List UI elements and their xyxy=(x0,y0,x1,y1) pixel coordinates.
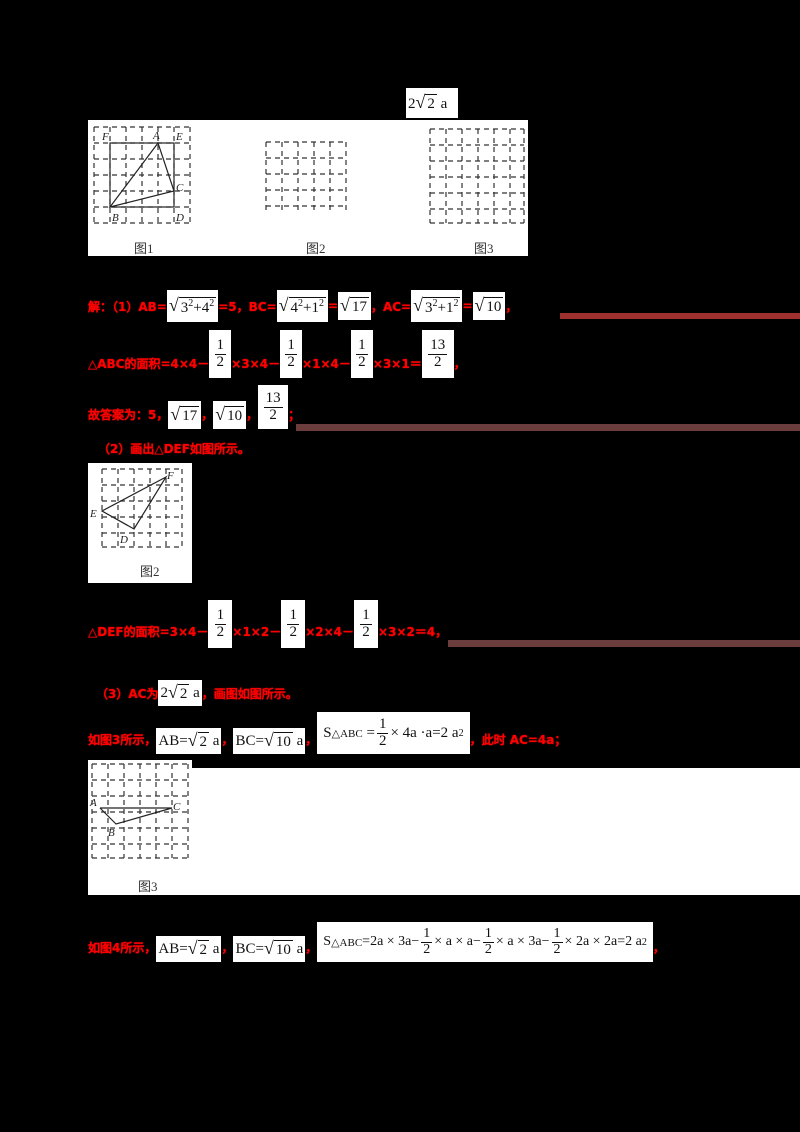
area-text: ×1×2－ xyxy=(232,625,282,639)
area-text: ×2×4－ xyxy=(305,625,355,639)
svg-text:F: F xyxy=(166,470,174,482)
part1-text: ，AC= xyxy=(370,299,412,314)
part1-answer: 故答案为：5， √ 17 ， √ 10 ， 13 2 ； xyxy=(88,383,300,429)
part3-case2: 如图4所示， AB= √ 2 a ， BC= √ 10 a ， S △ABC =2a × 3… xyxy=(88,920,665,962)
svg-text:B: B xyxy=(108,827,115,839)
answer-end: ； xyxy=(288,408,301,422)
figure-2-solution: F E D 图2 xyxy=(88,463,192,583)
part1-line1: 解：（1）AB= √ 32+42 =5，BC= √ 42+12 = √ 17 ，AC=… xyxy=(88,288,517,324)
part1-text: = xyxy=(462,299,473,313)
header-formula-text: 2 √ 2 a xyxy=(408,92,448,112)
case2-ab: AB= √ 2 a xyxy=(156,936,222,962)
answer-sqrt17: √ 17 xyxy=(168,401,202,429)
decor-bar xyxy=(560,313,800,319)
figure-3-grid xyxy=(429,128,525,224)
case2-area: S △ABC =2a × 3a− 1 2 × a × a− 1 2 × a × 3a− 1 2 × 2… xyxy=(317,922,653,962)
part1-text: = xyxy=(327,299,339,313)
formula-sqrt10: √ 10 xyxy=(472,292,506,320)
figure-3-drawing: A C B xyxy=(89,763,189,859)
answer-13-2: 13 2 xyxy=(258,385,289,429)
svg-text:E: E xyxy=(175,131,183,143)
svg-text:A: A xyxy=(152,130,160,142)
part1-text: =5，BC= xyxy=(218,299,277,314)
figure-3-band xyxy=(88,768,800,895)
header-formula: 2 √ 2 a xyxy=(406,88,458,118)
answer-prefix: 故答案为：5， xyxy=(88,408,169,422)
part2-heading: （2）画出△DEF如图所示。 xyxy=(98,442,250,456)
svg-text:B: B xyxy=(112,212,119,224)
svg-text:F: F xyxy=(101,131,109,143)
svg-text:D: D xyxy=(119,534,128,546)
case2-bc: BC= √ 10 a xyxy=(233,936,306,962)
area-text: ×3×2＝4， xyxy=(378,625,448,639)
svg-text:C: C xyxy=(176,182,184,194)
formula-bc: √ 42+12 xyxy=(276,290,328,322)
area-text: ×3×4－ xyxy=(231,357,281,371)
figure-1-grid: F A E C B D xyxy=(93,126,191,224)
formula-ab: √ 32+42 xyxy=(166,290,219,322)
svg-text:D: D xyxy=(175,212,184,224)
area-text: ×3×1＝ xyxy=(372,357,422,371)
decor-bar xyxy=(296,424,800,431)
formula-ac: √ 32+12 xyxy=(411,290,463,322)
caption-fig3: 图3 xyxy=(474,241,494,256)
answer-sep: ， xyxy=(246,408,259,422)
part3-heading: （3）AC为 2 √ 2 a ，画图如图所示。 xyxy=(96,680,298,706)
decor-bar xyxy=(448,640,800,647)
caption-fig2: 图2 xyxy=(306,241,326,256)
caption-fig3-solution: 图3 xyxy=(138,879,158,894)
area-def-prefix: △DEF的面积=3×4－ xyxy=(88,625,209,639)
figure-3-solution: A C B 图3 xyxy=(88,760,192,895)
svg-text:E: E xyxy=(89,508,97,520)
part3-heading-suffix: ，画图如图所示。 xyxy=(201,686,298,701)
formula-sqrt17: √ 17 xyxy=(338,292,371,320)
part3-formula: 2 √ 2 a xyxy=(158,680,202,706)
case1-ab: AB= √ 2 a xyxy=(156,728,222,754)
case2-end: ， xyxy=(652,941,665,955)
figures-panel: F A E C B D 图1 图2 图3 xyxy=(88,120,528,256)
svg-text:A: A xyxy=(89,797,97,809)
answer-sqrt10: √ 10 xyxy=(213,401,247,429)
area-abc-prefix: △ABC的面积=4×4－ xyxy=(88,357,210,371)
part1-text: ， xyxy=(505,299,518,314)
case2-prefix: 如图4所示， xyxy=(88,941,157,955)
part1-prefix: 解：（1）AB= xyxy=(88,299,167,314)
figure-2-drawing: F E D xyxy=(89,468,183,548)
part3-heading-prefix: （3）AC为 xyxy=(96,686,159,701)
caption-fig1: 图1 xyxy=(134,241,154,256)
caption-fig2-solution: 图2 xyxy=(140,564,160,579)
figure-2-grid xyxy=(265,141,347,214)
case1-bc: BC= √ 10 a xyxy=(233,728,306,754)
case1-prefix: 如图3所示， xyxy=(88,733,157,747)
svg-text:C: C xyxy=(173,801,181,813)
part3-case1: 如图3所示， AB= √ 2 a ， BC= √ 10 a ， S △ABC = 1 2 × 4… xyxy=(88,712,566,754)
frac-13-2: 13 2 xyxy=(421,330,454,378)
area-text: ×1×4－ xyxy=(302,357,351,371)
area-text: ， xyxy=(453,357,466,371)
case1-suffix: ，此时 AC=4a； xyxy=(469,733,567,747)
answer-sep: ， xyxy=(201,408,214,422)
